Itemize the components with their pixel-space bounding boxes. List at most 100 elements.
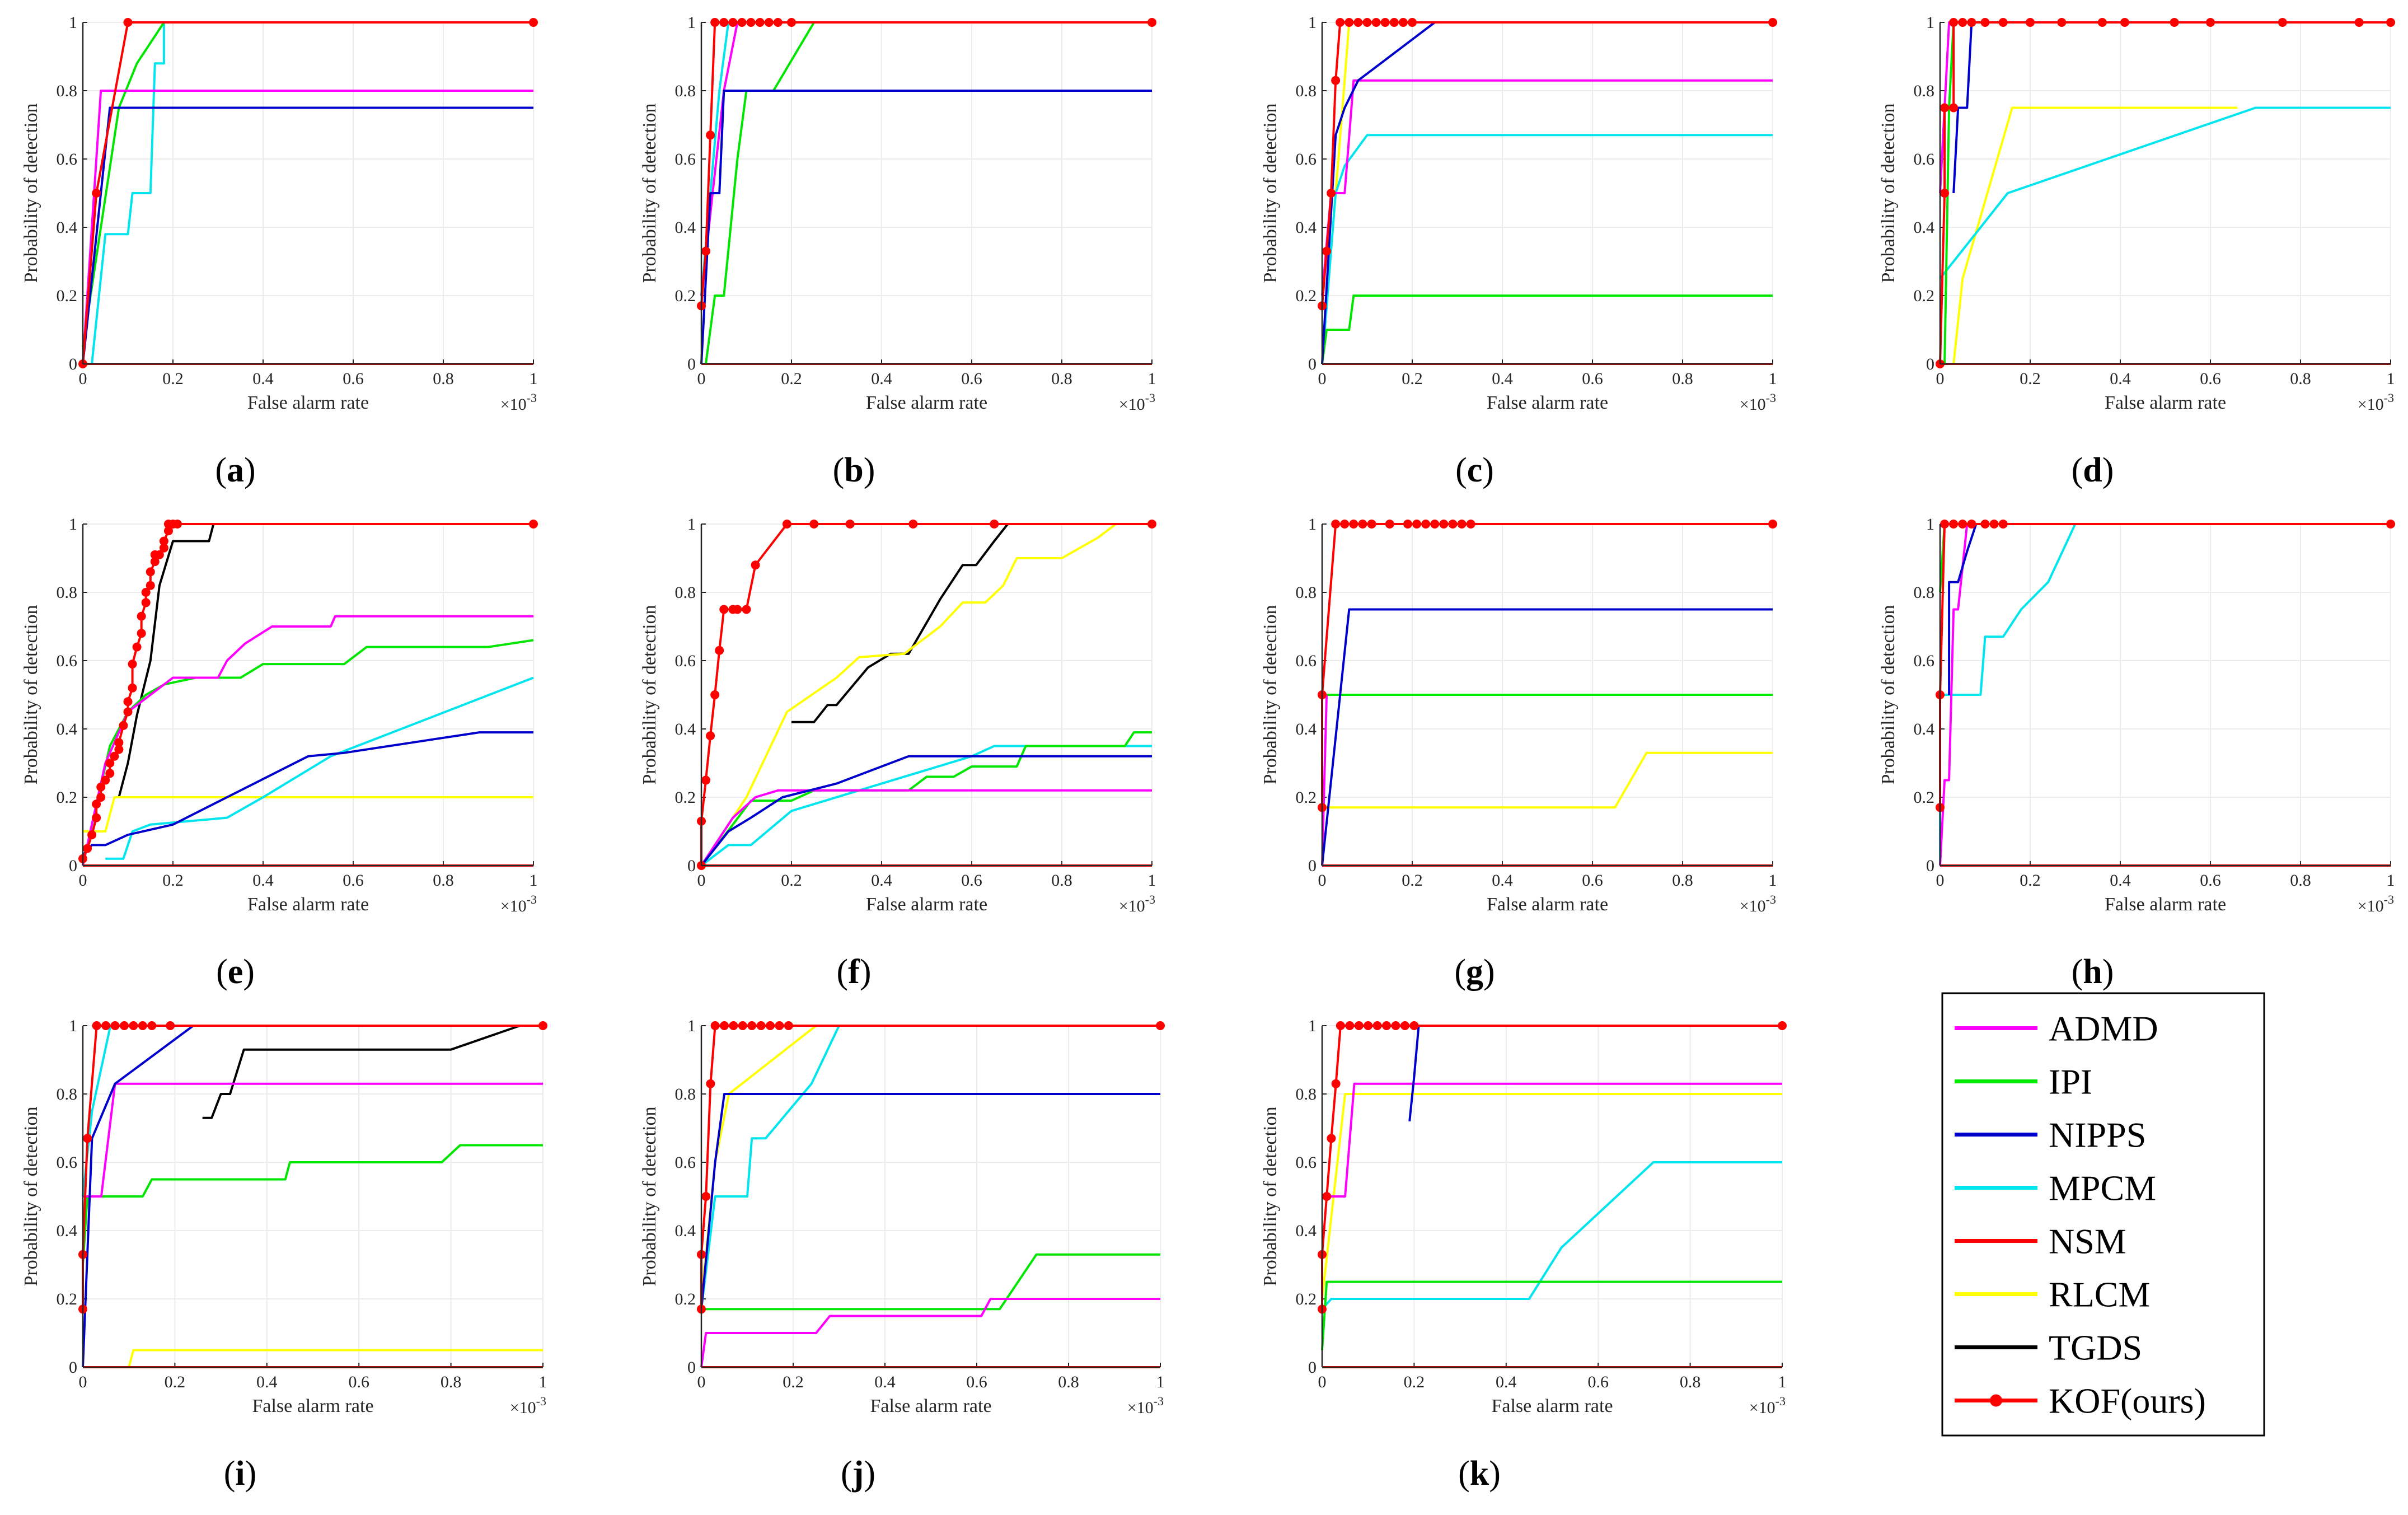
data-point-kof <box>1382 1021 1392 1030</box>
data-point-kof <box>751 560 760 570</box>
data-point-kof <box>1967 520 1976 529</box>
x-tick-label: 0.2 <box>162 370 184 388</box>
y-tick-label: 0.2 <box>57 287 78 305</box>
data-point-kof <box>166 1021 175 1030</box>
y-tick-label: 0.4 <box>57 720 78 738</box>
legend-entry-rlcm: RLCM <box>1955 1275 2150 1315</box>
x-scale-exponent: -3 <box>527 391 537 405</box>
x-tick-label: 0.2 <box>781 871 802 890</box>
data-point-kof <box>2386 18 2395 27</box>
data-point-kof <box>719 605 729 614</box>
chart--a: 0 0.2 0.4 0.6 0.8 1 0 0.2 0.4 0.6 0.8 1 False alarm … <box>21 13 538 489</box>
x-tick-label: 1 <box>2387 370 2395 388</box>
panel-label-paren: ( <box>833 451 845 489</box>
y-tick-label: 0.2 <box>675 1290 696 1308</box>
data-point-kof <box>96 793 106 802</box>
data-point-kof <box>146 567 155 577</box>
chart--b: 0 0.2 0.4 0.6 0.8 1 0 0.2 0.4 0.6 0.8 1 False alarm … <box>639 13 1156 489</box>
data-point-kof <box>1322 246 1332 256</box>
x-tick-label: 0.4 <box>2110 370 2131 388</box>
x-tick-label: 0.4 <box>871 871 892 890</box>
panel-label-letter: g <box>1466 953 1483 991</box>
y-tick-label: 0.2 <box>1296 287 1317 305</box>
data-point-kof <box>784 1021 793 1030</box>
y-tick-label: 0.6 <box>57 652 78 670</box>
data-point-kof <box>782 520 791 529</box>
x-tick-label: 1 <box>1148 370 1156 388</box>
x-tick-label: 0 <box>697 1373 706 1391</box>
panel-label--d: (d) <box>2072 451 2114 489</box>
panel-label-paren: ( <box>2072 451 2083 489</box>
series-line-nipps <box>82 106 533 364</box>
legend-label: KOF(ours) <box>2049 1381 2206 1421</box>
x-tick-label: 0 <box>1318 871 1327 890</box>
panel-label-paren: ( <box>1454 953 1466 991</box>
legend-entry-tgds: TGDS <box>1955 1328 2142 1368</box>
x-tick-label: 0.6 <box>966 1373 987 1391</box>
series-line-mpcm <box>1939 106 2391 279</box>
panel-label-paren: ( <box>224 1455 236 1493</box>
y-tick-label: 0.4 <box>1914 720 1935 738</box>
data-point-kof <box>746 18 756 27</box>
panel-label-paren: ) <box>1482 451 1494 489</box>
data-point-kof <box>773 18 783 27</box>
y-tick-label: 0 <box>687 355 696 373</box>
data-point-kof <box>110 1021 120 1030</box>
y-tick-label: 0.6 <box>675 652 696 670</box>
data-point-kof <box>766 1021 775 1030</box>
data-point-kof <box>1408 18 1417 27</box>
y-tick-label: 0 <box>1926 355 1934 373</box>
y-axis-label: Probability of detection <box>1878 605 1899 784</box>
data-point-kof <box>123 697 133 707</box>
chart--j: 0 0.2 0.4 0.6 0.8 1 0 0.2 0.4 0.6 0.8 1 False alarm … <box>639 1017 1165 1493</box>
data-point-kof <box>706 1079 715 1088</box>
data-point-kof <box>147 1021 157 1030</box>
data-point-kof <box>159 543 168 553</box>
chart--d: 0 0.2 0.4 0.6 0.8 1 0 0.2 0.4 0.6 0.8 1 False alarm … <box>1878 13 2395 489</box>
y-tick-label: 0 <box>1926 857 1934 875</box>
x-tick-label: 1 <box>1148 871 1156 890</box>
data-point-kof <box>809 520 819 529</box>
data-point-kof <box>123 707 133 717</box>
chart--e: 0 0.2 0.4 0.6 0.8 1 0 0.2 0.4 0.6 0.8 1 False alarm … <box>21 515 538 991</box>
y-tick-label: 0.8 <box>675 82 696 100</box>
series-line-admd <box>700 1298 1160 1368</box>
data-point-kof <box>1391 1021 1400 1030</box>
y-tick-label: 0.2 <box>57 1290 78 1308</box>
x-tick-label: 0.4 <box>252 871 274 890</box>
y-tick-label: 0.8 <box>57 82 78 100</box>
panel-label-paren: ) <box>2102 953 2114 991</box>
panel-label-letter: b <box>844 451 863 489</box>
panel-label-paren: ) <box>244 451 256 489</box>
data-point-kof <box>755 18 765 27</box>
data-point-kof <box>733 605 742 614</box>
data-point-kof <box>1958 520 1967 529</box>
x-tick-label: 0.4 <box>256 1373 278 1391</box>
x-scale-exponent: -3 <box>1766 892 1776 906</box>
data-point-kof <box>1345 1021 1355 1030</box>
data-point-kof <box>1364 1021 1373 1030</box>
series-line-admd <box>83 1082 543 1198</box>
x-tick-label: 0.8 <box>1058 1373 1079 1391</box>
x-axis-label: False alarm rate <box>1487 392 1608 413</box>
data-point-kof <box>529 520 538 529</box>
y-tick-label: 0.8 <box>57 1085 78 1103</box>
data-point-kof <box>1327 1134 1336 1143</box>
x-scale-label: ×10-3 <box>510 1394 546 1417</box>
y-axis-label: Probability of detection <box>21 1106 41 1286</box>
y-tick-label: 0.2 <box>1914 287 1935 305</box>
panel-label-letter: c <box>1467 451 1483 489</box>
panel-label-letter: j <box>852 1455 864 1493</box>
x-tick-label: 0 <box>1936 871 1945 890</box>
x-tick-label: 0.4 <box>874 1373 896 1391</box>
data-point-kof <box>538 1021 547 1030</box>
x-tick-label: 0.6 <box>1587 1373 1609 1391</box>
x-tick-label: 0.2 <box>162 871 184 890</box>
data-point-kof <box>2057 18 2067 27</box>
y-tick-label: 0.2 <box>675 287 696 305</box>
series-line-rlcm <box>700 523 1117 867</box>
data-point-kof <box>701 775 711 785</box>
y-tick-label: 0.4 <box>1296 720 1317 738</box>
panel-label-paren: ( <box>837 953 849 991</box>
